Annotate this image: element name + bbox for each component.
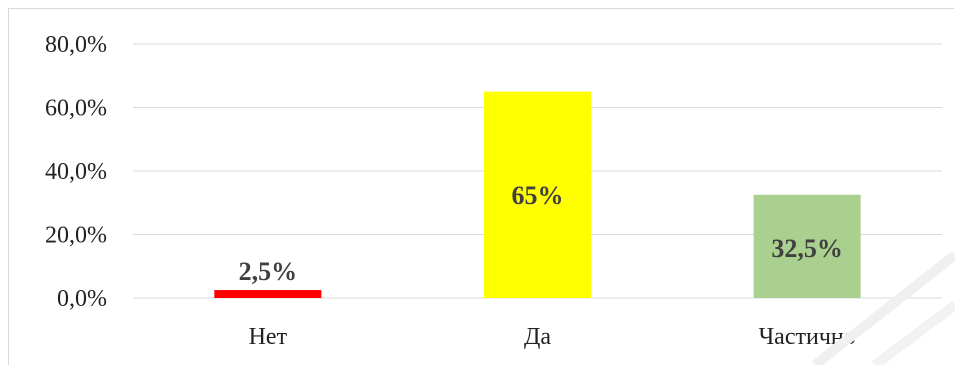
y-tick-label: 60,0% <box>45 96 107 122</box>
data-label: 32,5% <box>771 234 843 263</box>
data-label: 2,5% <box>239 257 298 286</box>
diagonal-watermark-lines <box>811 251 955 365</box>
data-labels: 2,5% 65% 32,5% <box>239 181 843 286</box>
y-axis-tick-labels: 0,0% 20,0% 40,0% 60,0% 80,0% <box>45 32 107 312</box>
bar-2 <box>484 91 591 298</box>
y-tick-label: 80,0% <box>45 32 107 58</box>
chart-border <box>8 8 954 365</box>
bar-1 <box>214 290 322 298</box>
y-tick-label: 20,0% <box>45 223 107 249</box>
y-tick-label: 40,0% <box>45 159 107 185</box>
y-tick-label: 0,0% <box>57 286 107 312</box>
x-axis-category-labels: Нет Да Частично <box>249 324 856 350</box>
bars <box>214 91 861 298</box>
x-category-label: Нет <box>249 324 288 350</box>
data-label: 65% <box>512 181 564 210</box>
bar-3 <box>753 194 861 298</box>
x-category-label: Да <box>524 324 551 350</box>
